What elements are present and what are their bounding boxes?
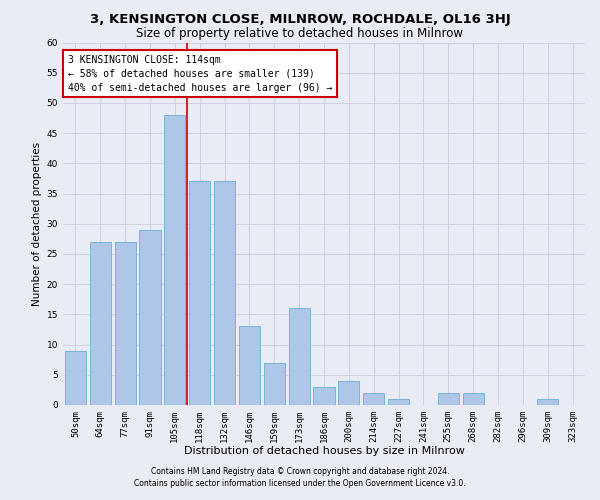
Bar: [115, 242, 136, 405]
X-axis label: Distribution of detached houses by size in Milnrow: Distribution of detached houses by size …: [184, 446, 464, 456]
Text: Size of property relative to detached houses in Milnrow: Size of property relative to detached ho…: [137, 28, 464, 40]
Bar: [363, 393, 384, 405]
Bar: [289, 308, 310, 405]
Bar: [313, 387, 335, 405]
Text: 3 KENSINGTON CLOSE: 114sqm
← 58% of detached houses are smaller (139)
40% of sem: 3 KENSINGTON CLOSE: 114sqm ← 58% of deta…: [68, 54, 332, 92]
Bar: [239, 326, 260, 405]
Bar: [189, 182, 210, 405]
Bar: [438, 393, 459, 405]
Bar: [164, 115, 185, 405]
Bar: [388, 399, 409, 405]
Bar: [90, 242, 111, 405]
Bar: [338, 381, 359, 405]
Bar: [214, 182, 235, 405]
Bar: [139, 230, 161, 405]
Bar: [264, 362, 285, 405]
Text: Contains HM Land Registry data © Crown copyright and database right 2024.
Contai: Contains HM Land Registry data © Crown c…: [134, 466, 466, 487]
Y-axis label: Number of detached properties: Number of detached properties: [32, 142, 43, 306]
Bar: [65, 350, 86, 405]
Bar: [537, 399, 558, 405]
Text: 3, KENSINGTON CLOSE, MILNROW, ROCHDALE, OL16 3HJ: 3, KENSINGTON CLOSE, MILNROW, ROCHDALE, …: [89, 12, 511, 26]
Bar: [463, 393, 484, 405]
